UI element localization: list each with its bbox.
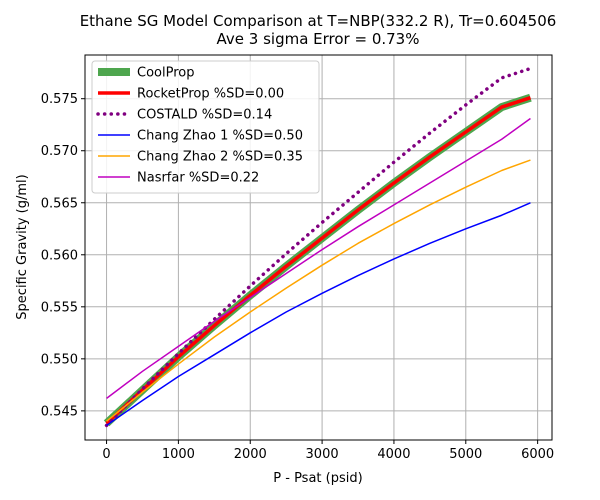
x-tick-label: 3000 xyxy=(306,447,339,462)
series-line-5 xyxy=(106,117,531,399)
y-tick-label: 0.555 xyxy=(41,300,78,315)
y-tick-label: 0.560 xyxy=(41,248,78,263)
series-line-3 xyxy=(106,202,531,427)
y-tick-label: 0.565 xyxy=(41,196,78,211)
plot-frame xyxy=(84,54,553,441)
legend-label-3: Chang Zhao 1 %SD=0.50 xyxy=(137,129,303,144)
series-line-4 xyxy=(106,159,531,422)
x-tick-label: 0 xyxy=(102,447,110,462)
series-layer xyxy=(103,66,533,428)
x-axis-label: P - Psat (psid) xyxy=(273,471,362,486)
series-line-2 xyxy=(104,66,533,428)
x-tick-label: 4000 xyxy=(377,447,410,462)
x-tick-label: 2000 xyxy=(234,447,267,462)
tick-layer: 0 1000 2000 3000 4000 5000 6000 0.545 0.550 0.555… xyxy=(41,92,554,462)
legend: CoolProp RocketProp %SD=0.00 COSTALD %SD=0… xyxy=(91,60,320,194)
x-tick-label: 6000 xyxy=(521,447,554,462)
x-tick-label: 1000 xyxy=(162,447,195,462)
legend-label-5: Nasrfar %SD=0.22 xyxy=(137,171,259,186)
y-tick-label: 0.575 xyxy=(41,92,78,107)
y-tick-label: 0.545 xyxy=(41,404,78,419)
legend-label-1: RocketProp %SD=0.00 xyxy=(137,87,284,102)
y-axis-label: Specific Gravity (g/ml) xyxy=(15,174,30,319)
chart-subtitle: Ave 3 sigma Error = 0.73% xyxy=(217,30,420,48)
y-tick-label: 0.570 xyxy=(41,144,78,159)
legend-label-2: COSTALD %SD=0.14 xyxy=(137,108,272,123)
series-line-1 xyxy=(105,95,531,425)
chart-title: Ethane SG Model Comparison at T=NBP(332.… xyxy=(80,12,557,30)
x-tick-label: 5000 xyxy=(449,447,482,462)
legend-label-0: CoolProp xyxy=(137,66,194,81)
legend-box xyxy=(91,60,320,194)
y-tick-label: 0.550 xyxy=(41,352,78,367)
legend-label-4: Chang Zhao 2 %SD=0.35 xyxy=(137,150,303,165)
